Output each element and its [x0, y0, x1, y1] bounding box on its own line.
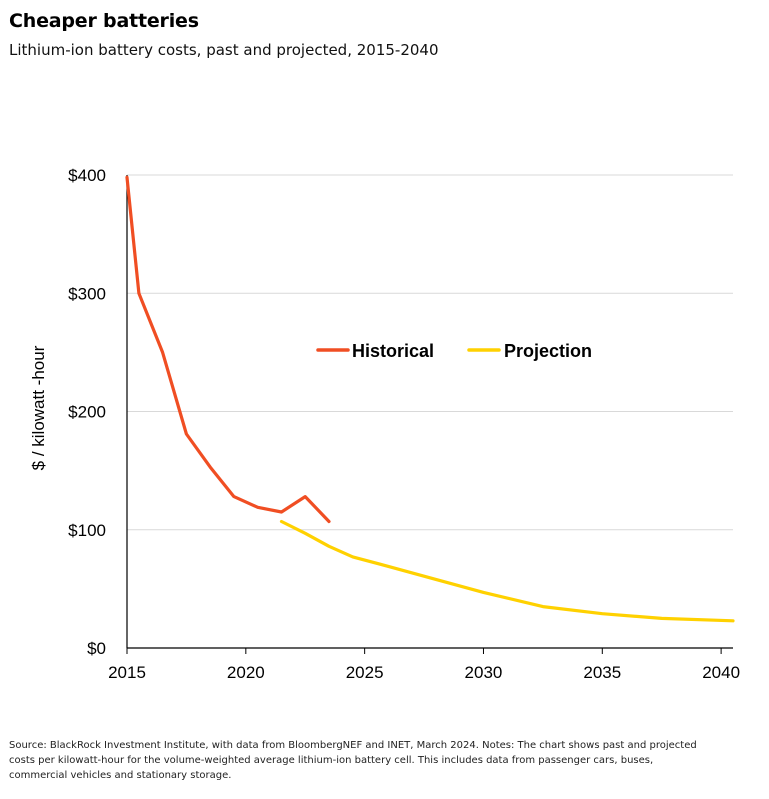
- x-tick-label: 2015: [108, 663, 146, 682]
- x-tick-label: 2030: [465, 663, 503, 682]
- x-tick-label: 2035: [583, 663, 621, 682]
- series-line-historical: [125, 175, 331, 524]
- legend-label-projection: Projection: [504, 341, 592, 361]
- legend: Historical Projection: [316, 341, 592, 361]
- y-tick-label: $300: [68, 284, 106, 303]
- series-lines: [125, 175, 735, 623]
- axes: [126, 175, 733, 649]
- y-axis-ticks: $0 $100 $200 $300 $400: [68, 166, 106, 658]
- y-tick-label: $100: [68, 521, 106, 540]
- x-tick-label: 2020: [227, 663, 265, 682]
- source-note: Source: BlackRock Investment Institute, …: [9, 740, 697, 781]
- y-tick-label: $200: [68, 403, 106, 422]
- line-chart: $0$100$200$300$400 2015 2020 2025 2030 2035 2…: [29, 166, 740, 682]
- x-tick-label: 2040: [702, 663, 740, 682]
- legend-label-historical: Historical: [352, 341, 434, 361]
- y-axis-label: $ / kilowatt -hour: [29, 345, 48, 470]
- y-tick-label: $400: [68, 166, 106, 185]
- x-tick-label: 2025: [346, 663, 384, 682]
- gridlines: [127, 174, 733, 531]
- series-line-projection: [279, 519, 735, 623]
- y-tick-label: $0: [87, 639, 106, 658]
- x-axis-ticks: 2015 2020 2025 2030 2035 2040: [108, 648, 740, 682]
- chart-subtitle: Lithium-ion battery costs, past and proj…: [9, 41, 439, 59]
- chart-title: Cheaper batteries: [9, 10, 199, 32]
